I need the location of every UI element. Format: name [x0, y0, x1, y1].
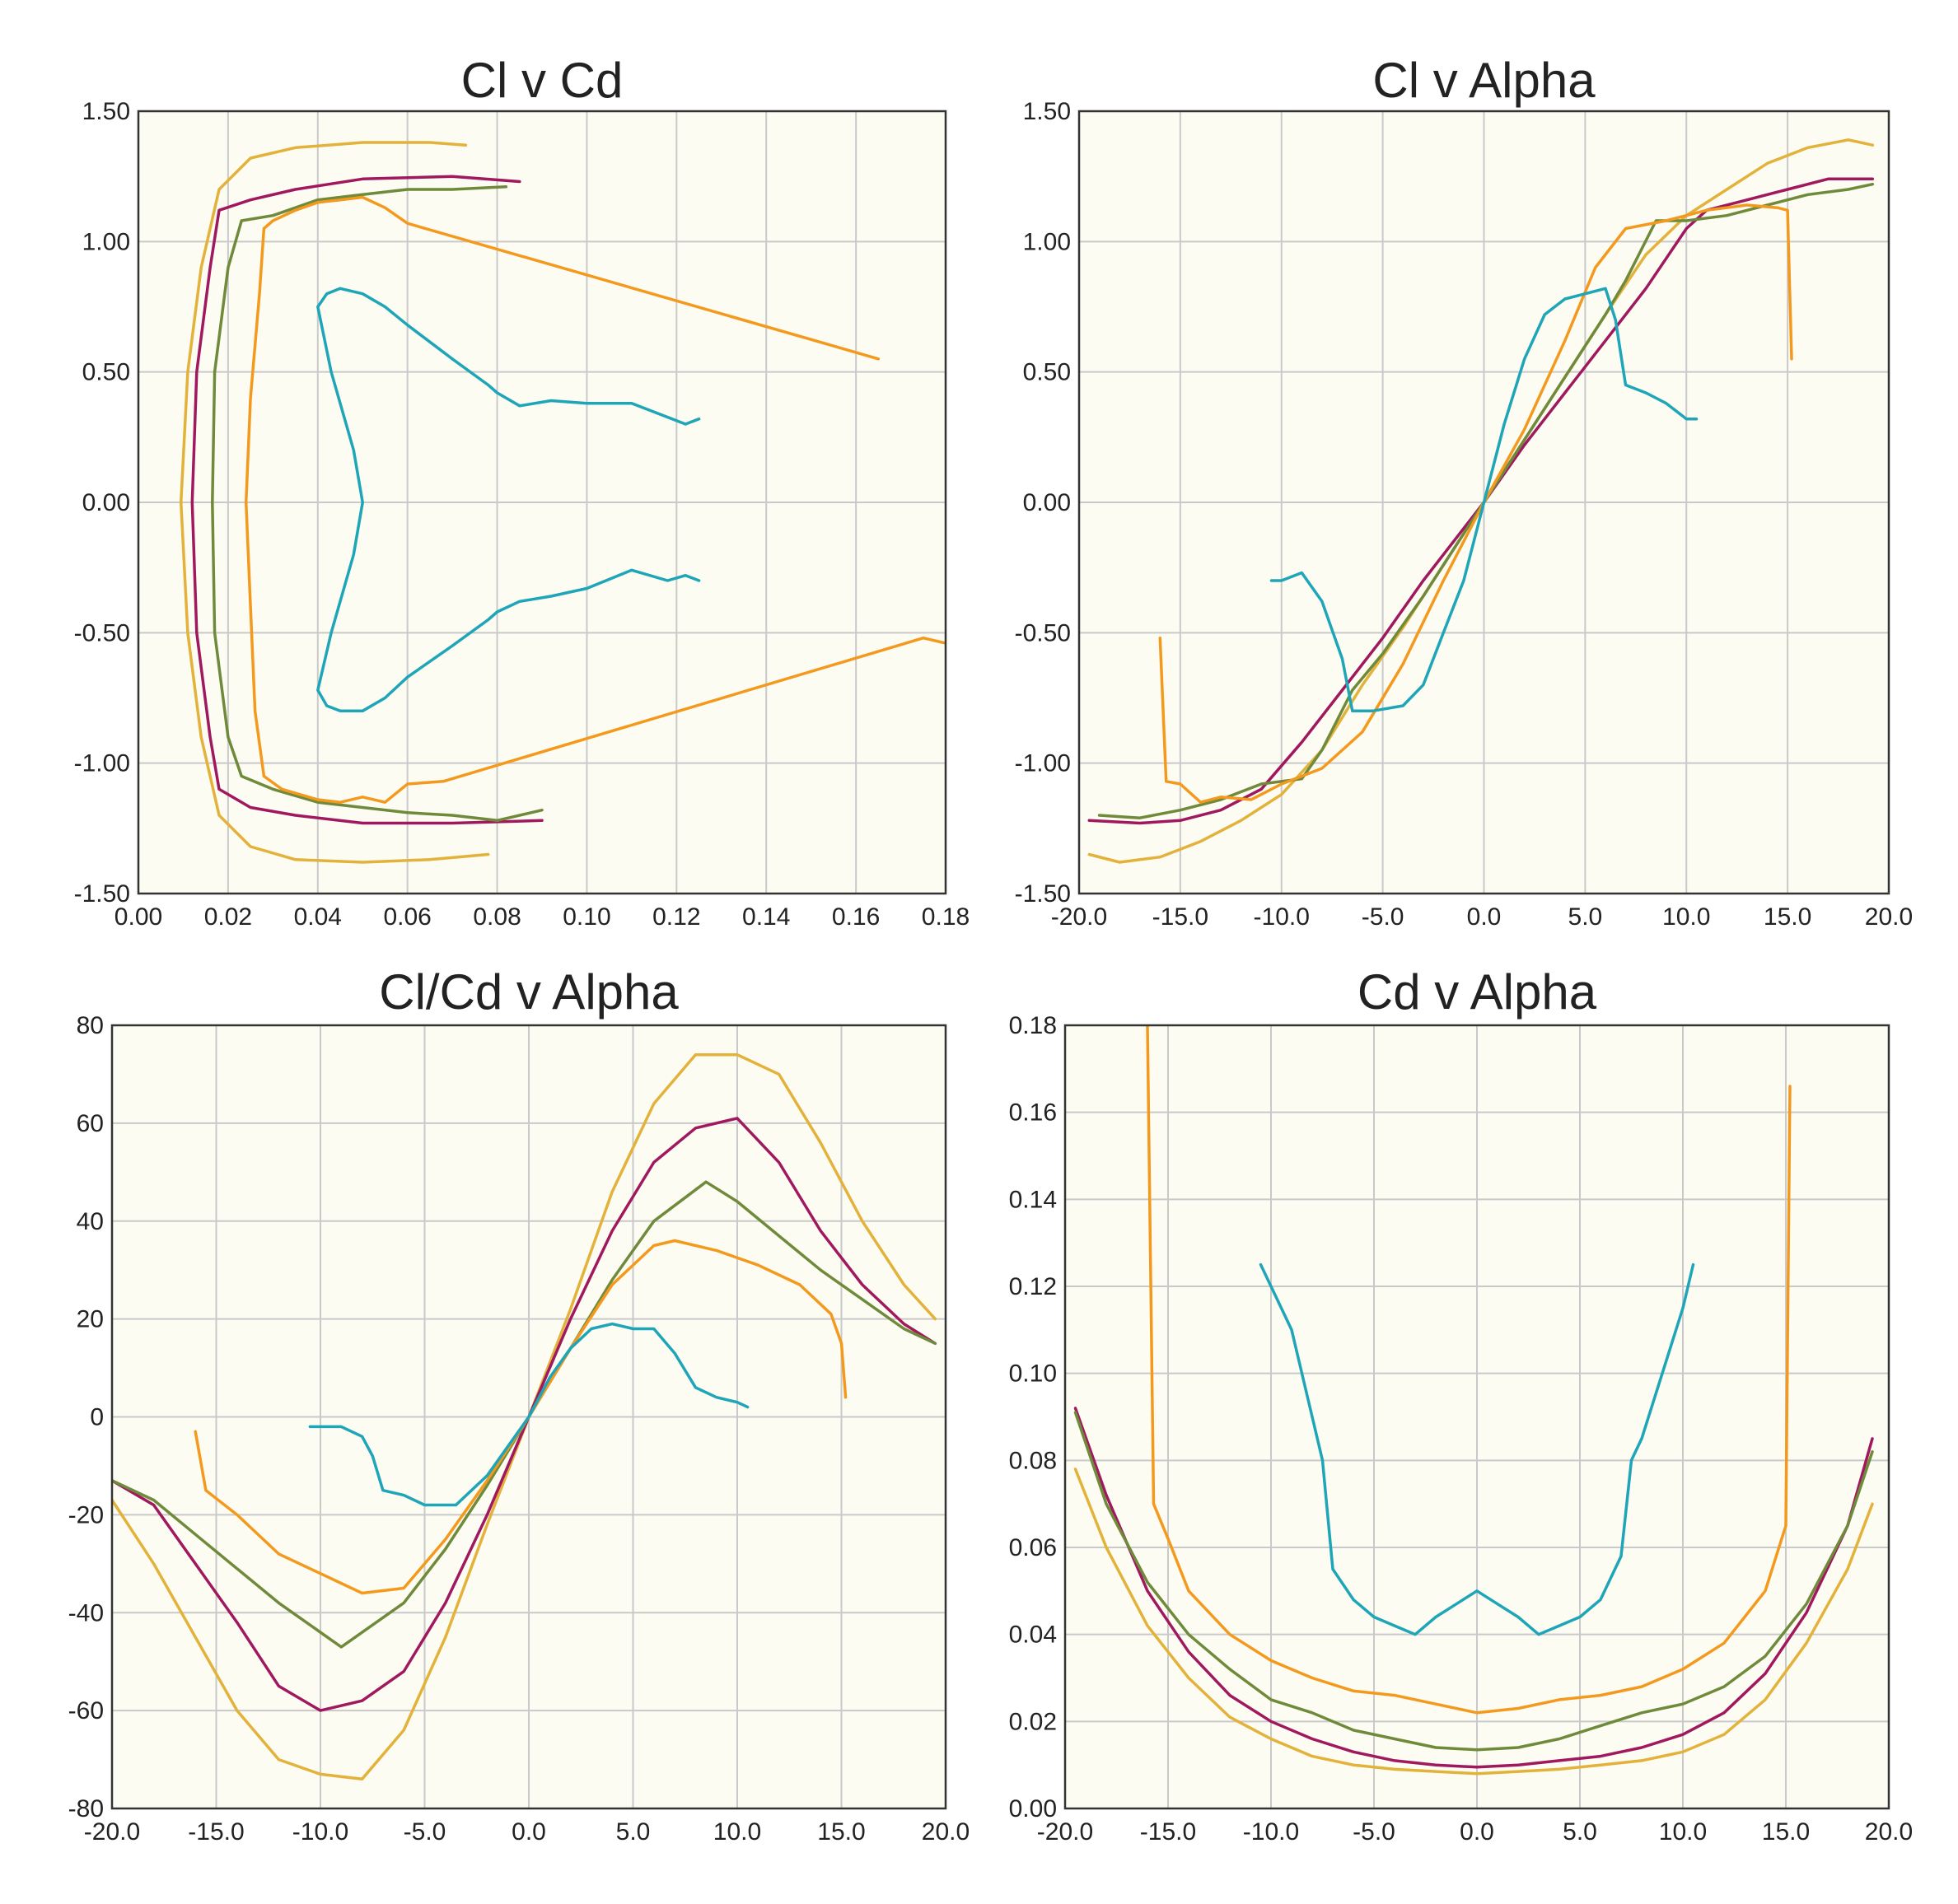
- x-tick-label: 5.0: [1568, 903, 1603, 931]
- x-tick-label: 0.18: [922, 903, 970, 931]
- x-tick-label: 0.16: [832, 903, 880, 931]
- series-line-teal: [1259, 1262, 1695, 1636]
- x-tick-label: -15.0: [1152, 903, 1208, 931]
- y-tick-label: 0.04: [1009, 1622, 1057, 1649]
- y-tick-label: 1.00: [82, 228, 130, 255]
- y-tick-label: 0.06: [1009, 1534, 1057, 1561]
- x-tick-label: -10.0: [292, 1818, 348, 1846]
- y-tick-label: -1.00: [1015, 750, 1071, 777]
- y-tick-label: 80: [77, 1012, 104, 1039]
- y-tick-label: 0.08: [1009, 1447, 1057, 1474]
- y-tick-label: 1.50: [1023, 98, 1071, 125]
- x-tick-label: -10.0: [1243, 1818, 1299, 1846]
- x-tick-label: 15.0: [1762, 1818, 1810, 1846]
- y-tick-label: -80: [68, 1795, 104, 1822]
- plot-frame: [137, 110, 947, 895]
- series-line-teal: [1269, 287, 1699, 713]
- series-line-gold: [179, 141, 490, 864]
- plot-frame: [110, 1024, 947, 1810]
- x-tick-label: -15.0: [1140, 1818, 1196, 1846]
- x-tick-label: -15.0: [188, 1818, 244, 1846]
- x-tick-label: 15.0: [1764, 903, 1811, 931]
- chart-title: Cd v Alpha: [1358, 964, 1597, 1020]
- series-line-orange: [1146, 1025, 1792, 1715]
- y-tick-label: -1.50: [1015, 880, 1071, 908]
- x-tick-label: 0.0: [1460, 1818, 1494, 1846]
- chart-title: Cl v Cd: [461, 53, 624, 108]
- y-tick-label: 0.16: [1009, 1099, 1057, 1127]
- y-tick-label: 20: [77, 1306, 104, 1333]
- y-tick-label: -0.50: [1015, 619, 1071, 646]
- x-tick-label: 0.00: [114, 903, 162, 931]
- plot-frame: [1063, 1024, 1890, 1810]
- x-tick-label: -10.0: [1254, 903, 1310, 931]
- x-tick-label: 5.0: [1563, 1818, 1597, 1846]
- series-line-olive: [1073, 1411, 1874, 1752]
- y-tick-label: 0.00: [1009, 1795, 1057, 1822]
- x-tick-label: -20.0: [1051, 903, 1107, 931]
- y-tick-label: 0: [90, 1404, 104, 1431]
- x-tick-label: 0.02: [204, 903, 252, 931]
- series-line-olive: [211, 185, 544, 823]
- x-tick-label: 10.0: [1662, 903, 1710, 931]
- y-tick-label: -1.50: [74, 880, 130, 908]
- series-line-teal: [316, 287, 701, 713]
- y-tick-label: 0.10: [1009, 1360, 1057, 1388]
- x-tick-label: 5.0: [616, 1818, 651, 1846]
- y-tick-label: 0.02: [1009, 1708, 1057, 1735]
- x-tick-label: 0.10: [563, 903, 610, 931]
- x-tick-label: 0.0: [512, 1818, 546, 1846]
- chart-title: Cl v Alpha: [1372, 53, 1596, 108]
- chart-cl-alpha: -20.0 -15.0 -10.0 -5.0 0.0 5.0 10.0 15.0 20.0 -1.…: [1015, 53, 1914, 931]
- y-tick-label: 40: [77, 1208, 104, 1235]
- plot-frame: [1077, 110, 1890, 895]
- x-tick-label: -5.0: [1362, 903, 1404, 931]
- x-tick-label: -5.0: [404, 1818, 446, 1846]
- chart-title: Cl/Cd v Alpha: [379, 964, 679, 1020]
- x-tick-label: 10.0: [1659, 1818, 1707, 1846]
- y-tick-label: -0.50: [74, 619, 130, 646]
- y-tick-label: 0.50: [82, 359, 130, 386]
- x-tick-label: 20.0: [1865, 903, 1913, 931]
- x-tick-label: -20.0: [84, 1818, 140, 1846]
- series-line-orange: [1158, 203, 1793, 804]
- series-line-magenta: [190, 175, 544, 825]
- x-tick-label: 0.04: [294, 903, 342, 931]
- y-tick-label: -40: [68, 1599, 104, 1626]
- y-tick-label: -60: [68, 1697, 104, 1724]
- y-tick-label: 0.00: [82, 489, 130, 516]
- y-tick-label: 60: [77, 1110, 104, 1137]
- series-line-teal: [308, 1322, 750, 1507]
- x-tick-label: 15.0: [817, 1818, 865, 1846]
- series-line-orange: [194, 1239, 848, 1595]
- y-tick-label: 0.12: [1009, 1273, 1057, 1300]
- y-tick-label: 0.00: [1023, 489, 1071, 516]
- y-tick-label: 0.50: [1023, 359, 1071, 386]
- x-tick-label: 20.0: [1865, 1818, 1913, 1846]
- x-tick-label: -20.0: [1037, 1818, 1093, 1846]
- series-line-orange: [244, 195, 946, 804]
- y-tick-label: -20: [68, 1501, 104, 1528]
- x-tick-label: 0.08: [473, 903, 521, 931]
- x-tick-label: 10.0: [713, 1818, 761, 1846]
- y-tick-label: 0.14: [1009, 1186, 1057, 1213]
- y-tick-label: 0.18: [1009, 1012, 1057, 1039]
- y-tick-label: 1.50: [82, 98, 130, 125]
- x-tick-label: -5.0: [1353, 1818, 1395, 1846]
- x-tick-label: 20.0: [922, 1818, 970, 1846]
- series-line-magenta: [1073, 1407, 1874, 1769]
- chart-cd-alpha: -20.0 -15.0 -10.0 -5.0 0.0 5.0 10.0 15.0 20.0 0.0…: [1009, 964, 1914, 1846]
- chart-clcd-alpha: -20.0 -15.0 -10.0 -5.0 0.0 5.0 10.0 15.0 20.0 -80…: [68, 964, 970, 1846]
- x-tick-label: 0.12: [652, 903, 700, 931]
- chart-cl-cd: 0.00 0.02 0.04 0.06 0.08 0.10 0.12 0.14 0.16 0.18…: [74, 53, 970, 931]
- series-line-gold: [1073, 1468, 1874, 1776]
- y-tick-label: -1.00: [74, 750, 130, 777]
- x-tick-label: 0.14: [742, 903, 790, 931]
- x-tick-label: 0.06: [383, 903, 431, 931]
- y-tick-label: 1.00: [1023, 228, 1071, 255]
- x-tick-label: 0.0: [1467, 903, 1502, 931]
